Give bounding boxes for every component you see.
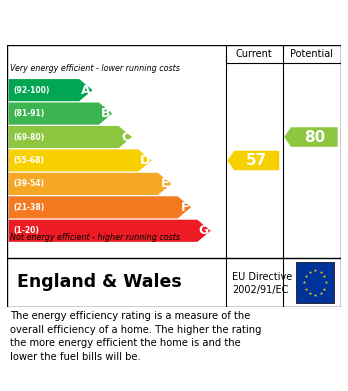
Polygon shape xyxy=(9,149,152,172)
Text: E: E xyxy=(161,178,169,190)
Polygon shape xyxy=(9,102,112,125)
Text: 80: 80 xyxy=(304,129,325,145)
Text: 57: 57 xyxy=(246,153,267,168)
Polygon shape xyxy=(9,126,132,148)
Polygon shape xyxy=(9,173,171,195)
Text: Current: Current xyxy=(236,49,272,59)
Text: (1-20): (1-20) xyxy=(13,226,39,235)
Text: England & Wales: England & Wales xyxy=(17,273,182,292)
Text: (81-91): (81-91) xyxy=(13,109,44,118)
Text: D: D xyxy=(140,154,150,167)
Text: G: G xyxy=(199,224,209,237)
Polygon shape xyxy=(228,151,279,170)
Polygon shape xyxy=(9,79,93,101)
Text: (92-100): (92-100) xyxy=(13,86,49,95)
Text: Potential: Potential xyxy=(290,49,333,59)
Polygon shape xyxy=(9,196,191,219)
Text: (39-54): (39-54) xyxy=(13,179,44,188)
Text: Energy Efficiency Rating: Energy Efficiency Rating xyxy=(10,15,232,30)
Text: B: B xyxy=(101,107,111,120)
FancyBboxPatch shape xyxy=(296,262,334,303)
Text: (21-38): (21-38) xyxy=(13,203,44,212)
Text: (55-68): (55-68) xyxy=(13,156,44,165)
Text: A: A xyxy=(81,84,91,97)
Text: F: F xyxy=(181,201,189,214)
Text: The energy efficiency rating is a measure of the
overall efficiency of a home. T: The energy efficiency rating is a measur… xyxy=(10,311,262,362)
Polygon shape xyxy=(284,127,338,147)
Text: 2002/91/EC: 2002/91/EC xyxy=(232,285,289,295)
Polygon shape xyxy=(9,220,211,242)
Text: Very energy efficient - lower running costs: Very energy efficient - lower running co… xyxy=(10,64,180,73)
Text: EU Directive: EU Directive xyxy=(232,272,293,282)
Text: C: C xyxy=(121,131,130,143)
Text: (69-80): (69-80) xyxy=(13,133,44,142)
Text: Not energy efficient - higher running costs: Not energy efficient - higher running co… xyxy=(10,233,180,242)
